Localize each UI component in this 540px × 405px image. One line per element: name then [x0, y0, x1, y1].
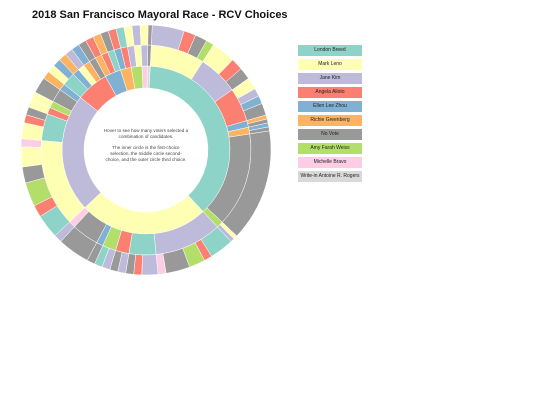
sunburst-segment[interactable]: Jane Kim: [140, 44, 149, 67]
legend-item[interactable]: Mark Leno: [298, 59, 362, 70]
legend-item[interactable]: Michelle Bravo: [298, 157, 362, 168]
legend-item[interactable]: No Vote: [298, 129, 362, 140]
sunburst-segment[interactable]: Jane Kim: [141, 254, 159, 276]
hover-hint: Hover to see how many voters selected a …: [103, 128, 189, 139]
legend-item[interactable]: Jane Kim: [298, 73, 362, 84]
center-instructions: Hover to see how many voters selected a …: [103, 128, 189, 168]
legend-item[interactable]: Richie Greenberg: [298, 115, 362, 126]
sunburst-segment[interactable]: London Breed: [128, 232, 157, 256]
legend-item[interactable]: Ellen Lee Zhou: [298, 101, 362, 112]
sunburst-segment[interactable]: Mark Leno: [139, 24, 149, 46]
sunburst-segment[interactable]: Mark Leno: [20, 146, 43, 168]
chart-title: 2018 San Francisco Mayoral Race - RCV Ch…: [32, 9, 288, 21]
sunburst-segment[interactable]: Michelle Bravo: [141, 65, 148, 89]
legend-item[interactable]: Angela Alioto: [298, 87, 362, 98]
sunburst-segment[interactable]: No Vote: [147, 24, 153, 46]
legend-item[interactable]: Write-in Antoine R. Rogers: [298, 171, 362, 182]
ring-explanation: The inner circle is the first-choice sel…: [105, 145, 187, 162]
legend-item[interactable]: London Breed: [298, 45, 362, 56]
legend-item[interactable]: Amy Farah Weiss: [298, 143, 362, 154]
legend: London Breed Mark Leno Jane Kim Angela Alio…: [298, 45, 362, 185]
